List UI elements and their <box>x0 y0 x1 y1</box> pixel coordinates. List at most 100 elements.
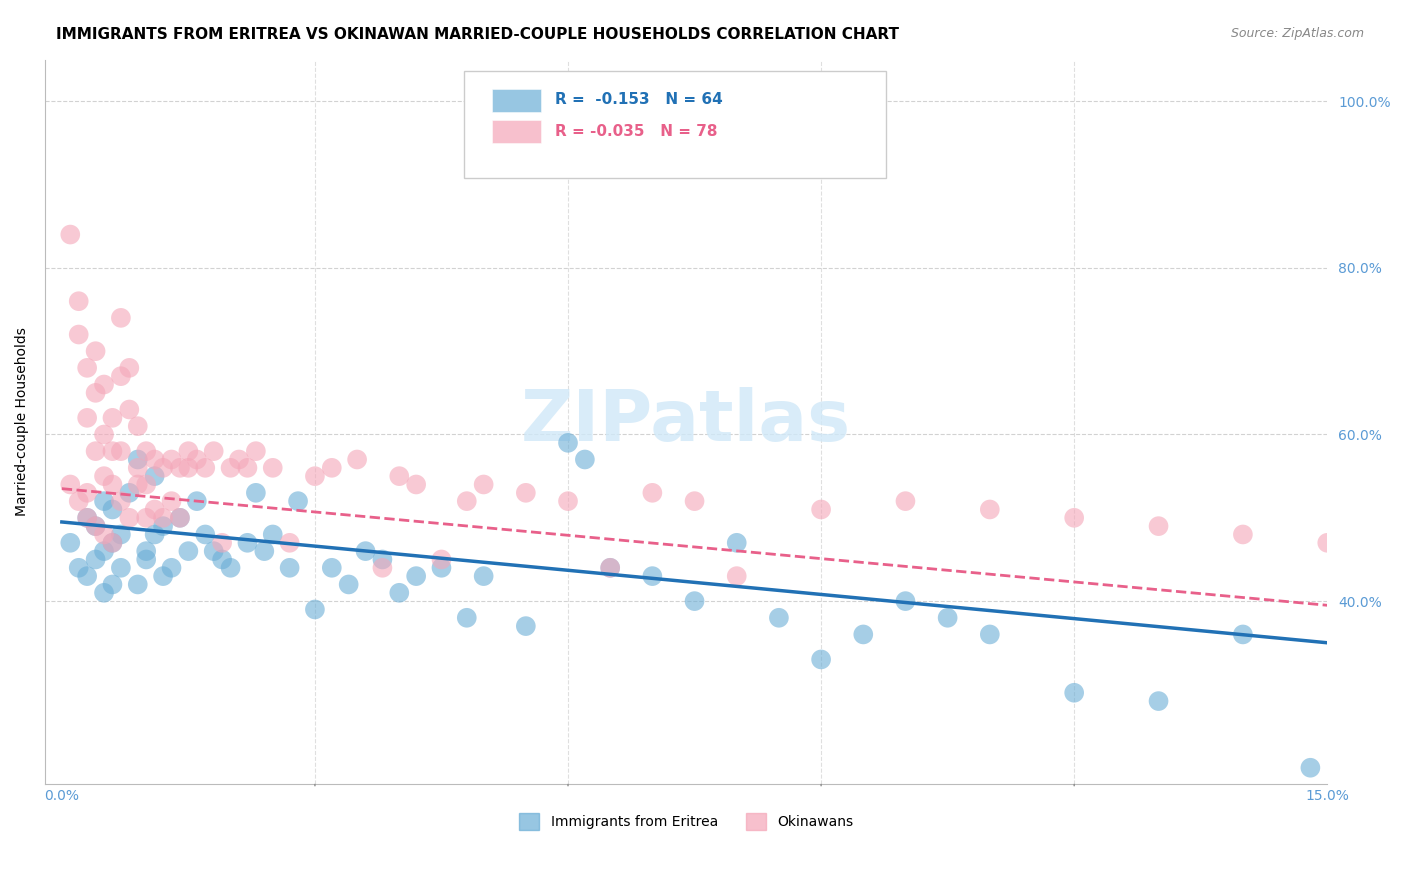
Immigrants from Eritrea <box>979 627 1001 641</box>
Okinawans <box>127 460 149 475</box>
Okinawans <box>304 469 326 483</box>
Immigrants from Eritrea <box>143 469 166 483</box>
Okinawans <box>430 552 453 566</box>
Immigrants from Eritrea <box>186 494 208 508</box>
Immigrants from Eritrea <box>152 569 174 583</box>
Immigrants from Eritrea <box>135 552 157 566</box>
Okinawans <box>76 510 98 524</box>
Okinawans <box>152 510 174 524</box>
Okinawans <box>118 510 141 524</box>
Okinawans <box>202 444 225 458</box>
Okinawans <box>894 494 917 508</box>
Immigrants from Eritrea <box>177 544 200 558</box>
Okinawans <box>127 419 149 434</box>
Text: R = -0.035   N = 78: R = -0.035 N = 78 <box>555 124 718 138</box>
Okinawans <box>93 469 115 483</box>
Okinawans <box>1147 519 1170 533</box>
Okinawans <box>93 527 115 541</box>
Immigrants from Eritrea <box>253 544 276 558</box>
Immigrants from Eritrea <box>599 561 621 575</box>
Immigrants from Eritrea <box>93 586 115 600</box>
Okinawans <box>76 485 98 500</box>
Okinawans <box>160 452 183 467</box>
Okinawans <box>683 494 706 508</box>
Immigrants from Eritrea <box>127 452 149 467</box>
Okinawans <box>262 460 284 475</box>
Okinawans <box>371 561 394 575</box>
Immigrants from Eritrea <box>160 561 183 575</box>
Okinawans <box>84 385 107 400</box>
Okinawans <box>110 494 132 508</box>
Okinawans <box>101 477 124 491</box>
Okinawans <box>599 561 621 575</box>
Immigrants from Eritrea <box>321 561 343 575</box>
Immigrants from Eritrea <box>194 527 217 541</box>
Okinawans <box>405 477 427 491</box>
Okinawans <box>1232 527 1254 541</box>
Okinawans <box>76 360 98 375</box>
Immigrants from Eritrea <box>304 602 326 616</box>
Immigrants from Eritrea <box>118 485 141 500</box>
Immigrants from Eritrea <box>1063 686 1085 700</box>
Immigrants from Eritrea <box>219 561 242 575</box>
Immigrants from Eritrea <box>557 435 579 450</box>
Okinawans <box>152 460 174 475</box>
Immigrants from Eritrea <box>101 536 124 550</box>
Immigrants from Eritrea <box>1232 627 1254 641</box>
Immigrants from Eritrea <box>152 519 174 533</box>
Immigrants from Eritrea <box>1147 694 1170 708</box>
Immigrants from Eritrea <box>110 561 132 575</box>
Immigrants from Eritrea <box>287 494 309 508</box>
Immigrants from Eritrea <box>93 544 115 558</box>
Immigrants from Eritrea <box>388 586 411 600</box>
Okinawans <box>84 444 107 458</box>
Immigrants from Eritrea <box>262 527 284 541</box>
Immigrants from Eritrea <box>101 577 124 591</box>
Okinawans <box>84 519 107 533</box>
Immigrants from Eritrea <box>76 510 98 524</box>
Okinawans <box>388 469 411 483</box>
Okinawans <box>346 452 368 467</box>
Okinawans <box>211 536 233 550</box>
Okinawans <box>93 377 115 392</box>
Okinawans <box>84 344 107 359</box>
Okinawans <box>1400 711 1406 725</box>
Okinawans <box>67 294 90 309</box>
Immigrants from Eritrea <box>371 552 394 566</box>
Text: R =  -0.153   N = 64: R = -0.153 N = 64 <box>555 93 723 107</box>
Immigrants from Eritrea <box>84 519 107 533</box>
Immigrants from Eritrea <box>93 494 115 508</box>
Y-axis label: Married-couple Households: Married-couple Households <box>15 327 30 516</box>
Immigrants from Eritrea <box>354 544 377 558</box>
Okinawans <box>93 427 115 442</box>
Immigrants from Eritrea <box>127 577 149 591</box>
Okinawans <box>160 494 183 508</box>
Okinawans <box>67 327 90 342</box>
Okinawans <box>515 485 537 500</box>
Immigrants from Eritrea <box>143 527 166 541</box>
Immigrants from Eritrea <box>852 627 875 641</box>
Immigrants from Eritrea <box>725 536 748 550</box>
Okinawans <box>101 444 124 458</box>
Immigrants from Eritrea <box>211 552 233 566</box>
Okinawans <box>177 444 200 458</box>
Okinawans <box>135 477 157 491</box>
Immigrants from Eritrea <box>894 594 917 608</box>
Okinawans <box>110 444 132 458</box>
Okinawans <box>321 460 343 475</box>
Okinawans <box>557 494 579 508</box>
Okinawans <box>236 460 259 475</box>
Immigrants from Eritrea <box>405 569 427 583</box>
Immigrants from Eritrea <box>67 561 90 575</box>
Immigrants from Eritrea <box>337 577 360 591</box>
Okinawans <box>979 502 1001 516</box>
Okinawans <box>76 410 98 425</box>
Immigrants from Eritrea <box>683 594 706 608</box>
Text: ZIPatlas: ZIPatlas <box>522 387 851 457</box>
Immigrants from Eritrea <box>574 452 596 467</box>
Okinawans <box>245 444 267 458</box>
Legend: Immigrants from Eritrea, Okinawans: Immigrants from Eritrea, Okinawans <box>513 807 859 836</box>
Okinawans <box>169 510 191 524</box>
Immigrants from Eritrea <box>101 502 124 516</box>
Okinawans <box>143 452 166 467</box>
